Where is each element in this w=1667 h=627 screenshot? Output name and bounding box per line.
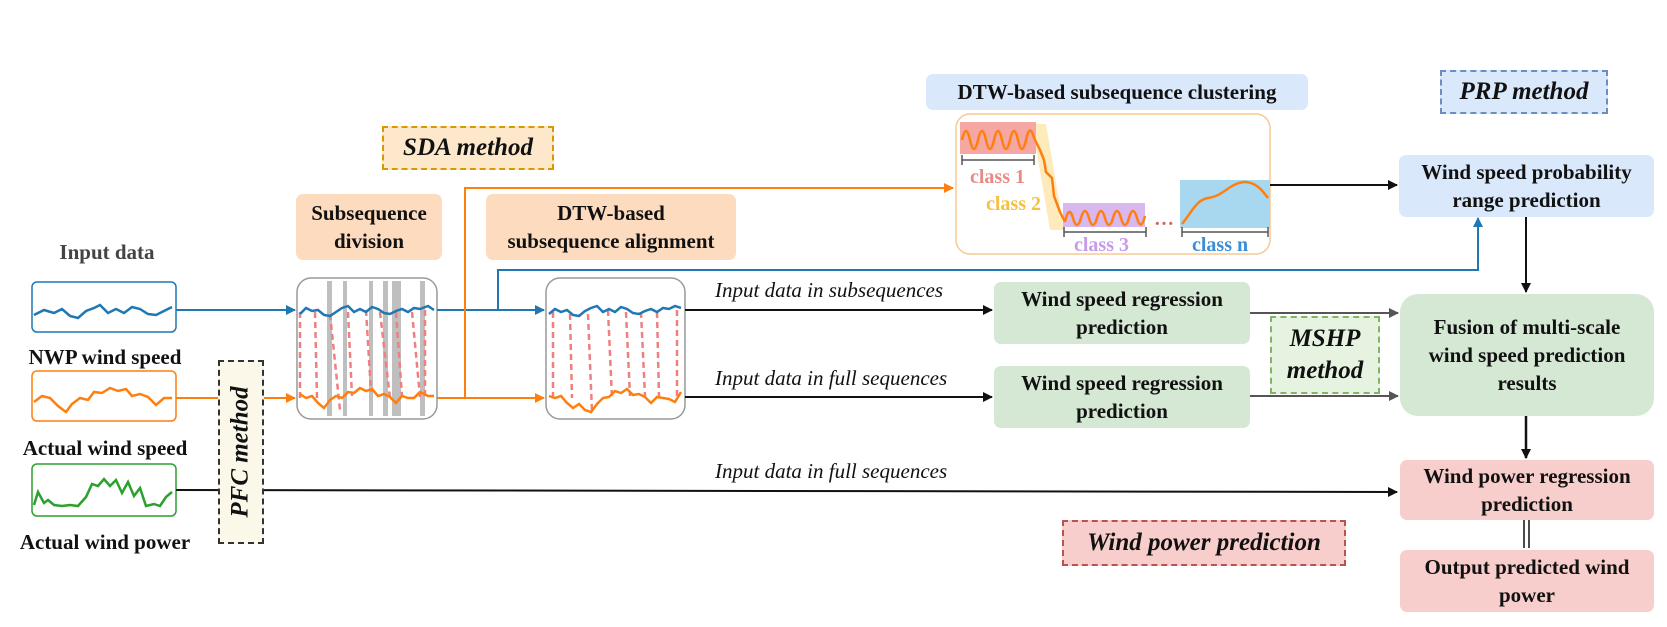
class1-region	[960, 122, 1036, 154]
dtw-clustering-label: DTW-based subsequence clustering	[957, 80, 1277, 104]
regression-box-1-line1: Wind speed regression	[1021, 287, 1223, 311]
classn-curve	[1181, 180, 1269, 225]
class3-label: class 3	[1074, 234, 1129, 256]
dtw-clustering-title: DTW-based subsequence clustering	[926, 74, 1308, 110]
alignment-orange	[548, 387, 683, 414]
actual-wind-power-label: Actual wind power	[19, 530, 191, 554]
subsequence-division-orange	[299, 386, 434, 410]
arrow-actual-to-power	[175, 486, 1398, 497]
regression-box-2-line2: prediction	[1076, 399, 1168, 423]
subsequence-division-links	[298, 309, 427, 411]
subsequence-division-line2: division	[333, 229, 405, 253]
nwp-wind-speed-box	[31, 370, 177, 422]
class-brackets	[961, 155, 1269, 237]
double-link-power-output	[1523, 520, 1530, 548]
subsequence-division-blue	[299, 304, 435, 318]
actual-wind-speed-box	[31, 463, 177, 517]
prp-method-box: PRP method	[1440, 70, 1608, 114]
subsequence-division-box: Subsequence division	[296, 194, 442, 260]
power-regression-box: Wind power regression prediction	[1400, 460, 1654, 520]
fusion-line1: Fusion of multi-scale	[1433, 315, 1621, 339]
output-power-line1: Output predicted wind	[1424, 555, 1630, 579]
class2-label: class 2	[986, 193, 1041, 215]
nwp-wind-speed-signal	[33, 386, 172, 414]
probability-range-box: Wind speed probability range prediction	[1399, 155, 1654, 217]
mshp-method-line1: MSHP	[1289, 325, 1361, 352]
actual-wind-speed-label: Actual wind speed	[22, 436, 188, 460]
actual-wind-speed-signal	[32, 477, 173, 508]
subsequence-division-line1: Subsequence	[311, 201, 427, 225]
probability-range-line2: range prediction	[1452, 188, 1601, 212]
arrow-to-probability	[497, 217, 1483, 310]
prp-method-label: PRP method	[1459, 78, 1589, 105]
input-data-signal	[33, 303, 173, 320]
classn-label: class n	[1192, 234, 1249, 256]
dtw-alignment-line2: subsequence alignment	[507, 229, 715, 253]
arrow-to-clustering	[464, 183, 954, 398]
sda-method-label: SDA method	[403, 134, 533, 161]
input-data-box	[31, 281, 177, 333]
flow-label-full-1: Input data in full sequences	[715, 366, 948, 390]
input-data-title: Input data	[59, 240, 155, 264]
regression-box-2: Wind speed regression prediction	[994, 366, 1250, 428]
pfc-method-label: PFC method	[227, 386, 255, 518]
class1-wave	[960, 129, 1036, 151]
flow-label-full-2: Input data in full sequences	[715, 459, 948, 483]
output-power-line2: power	[1499, 583, 1555, 607]
fusion-line2: wind speed prediction	[1428, 343, 1626, 367]
power-regression-line1: Wind power regression	[1423, 464, 1631, 488]
classn-region	[1180, 180, 1270, 228]
regression-box-1-line2: prediction	[1076, 315, 1168, 339]
class2-curve	[1032, 137, 1067, 223]
class1-label: class 1	[970, 166, 1025, 188]
fusion-box: Fusion of multi-scale wind speed predict…	[1400, 294, 1654, 416]
class3-wave	[1063, 209, 1147, 227]
regression-box-1: Wind speed regression prediction	[994, 282, 1250, 344]
wind-power-prediction-label: Wind power prediction	[1087, 529, 1321, 556]
flow-label-subsequences: Input data in subsequences	[715, 278, 944, 302]
mshp-method-box: MSHP method	[1270, 316, 1380, 394]
dtw-alignment-line1: DTW-based	[557, 201, 665, 225]
alignment-links	[551, 309, 679, 413]
power-regression-line2: prediction	[1481, 492, 1573, 516]
wind-power-prediction-box: Wind power prediction	[1062, 520, 1346, 566]
sda-method-box: SDA method	[382, 126, 554, 170]
dtw-alignment-box: DTW-based subsequence alignment	[486, 194, 736, 260]
fusion-line3: results	[1497, 371, 1557, 395]
regression-box-2-line1: Wind speed regression	[1021, 371, 1223, 395]
output-power-box: Output predicted wind power	[1400, 550, 1654, 612]
probability-range-line1: Wind speed probability	[1421, 160, 1632, 184]
ellipsis-label: …	[1154, 208, 1174, 230]
mshp-method-line2: method	[1286, 357, 1364, 384]
subsequence-division-bands	[327, 281, 425, 416]
nwp-wind-speed-label: NWP wind speed	[28, 345, 182, 369]
pfc-method-box: PFC method	[218, 360, 264, 544]
alignment-blue	[548, 304, 682, 318]
